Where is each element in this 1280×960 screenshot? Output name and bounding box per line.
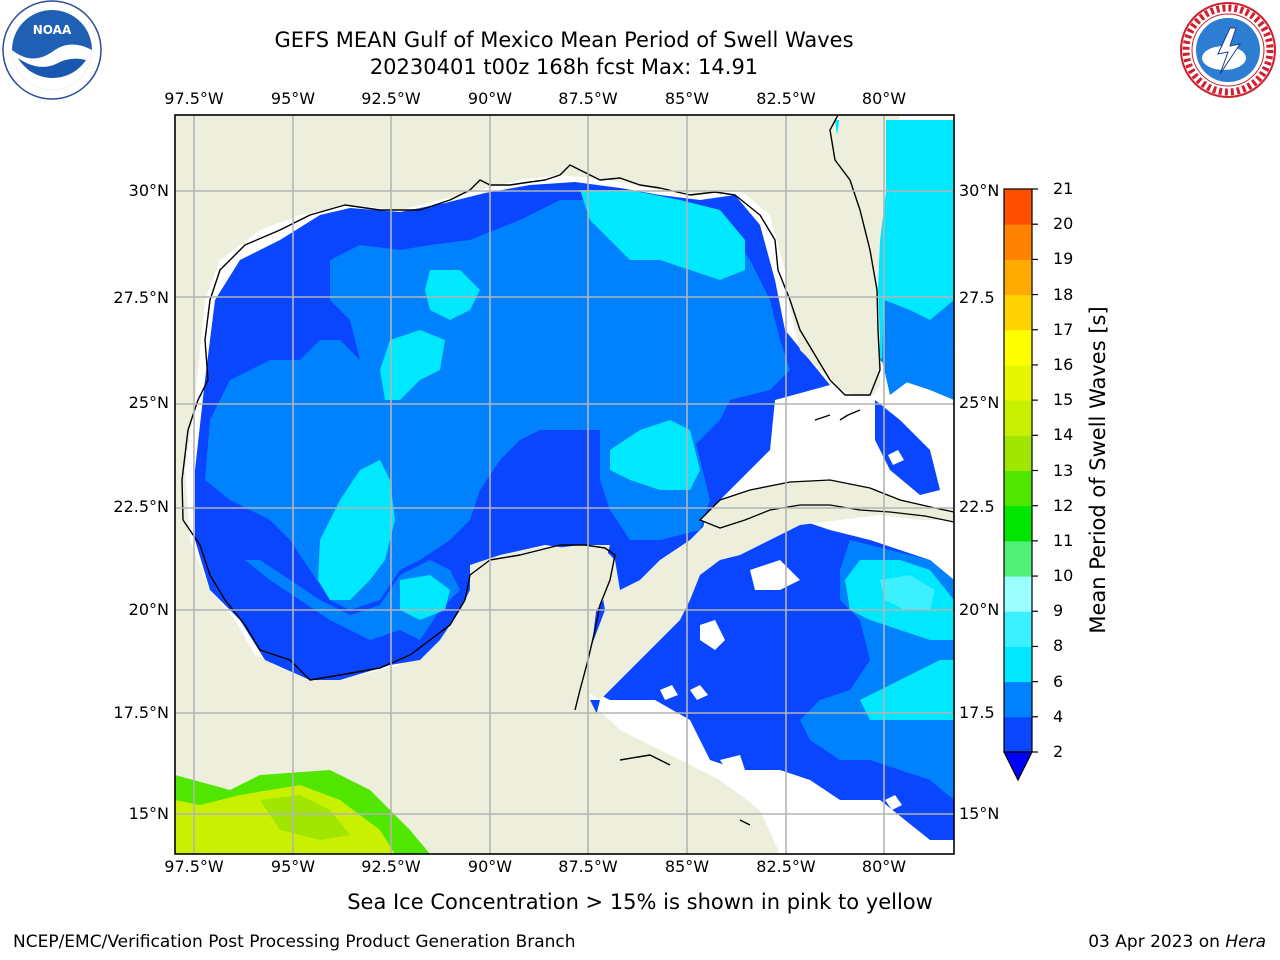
- lon-tick-bottom: 97.5°W: [164, 857, 224, 876]
- lon-tick-top: 87.5°W: [558, 89, 618, 108]
- colorbar-under-triangle: [1003, 751, 1033, 782]
- colorbar-band: [1004, 435, 1032, 471]
- colorbar-band: [1004, 364, 1032, 401]
- colorbar-tick-label: 21: [1053, 179, 1074, 198]
- lat-tick-right: 15°N: [959, 804, 1000, 823]
- lon-tick-top: 82.5°W: [756, 89, 816, 108]
- lat-tick-right: 22.5: [959, 497, 995, 516]
- lon-tick-bottom: 90°W: [467, 857, 513, 876]
- svg-text:NOAA: NOAA: [33, 23, 72, 37]
- lat-tick-left: 25°N: [128, 393, 169, 412]
- colorbar-band: [1004, 576, 1032, 612]
- lon-tick-bottom: 80°W: [861, 857, 907, 876]
- cuba-land: [698, 479, 954, 529]
- colorbar-tick-label: 17: [1053, 319, 1074, 339]
- colorbar-tick-label: 8: [1053, 636, 1064, 656]
- colorbar-tick-label: 14: [1053, 425, 1074, 445]
- nws-logo-icon: [1180, 2, 1276, 98]
- colorbar-tick-label: 11: [1053, 530, 1074, 550]
- colorbar-tick-label: 12: [1053, 495, 1074, 515]
- colorbar-band: [1004, 540, 1032, 577]
- colorbar-band: [1004, 505, 1032, 542]
- footer-date: 03 Apr 2023 on Hera: [1088, 932, 1266, 952]
- colorbar-band: [1004, 470, 1032, 507]
- colorbar-band: [1004, 681, 1032, 718]
- colorbar-tick-label: 20: [1053, 214, 1074, 234]
- lon-tick-top: 85°W: [664, 89, 710, 108]
- coastlines: [181, 115, 881, 826]
- colorbar-tick-label: 15: [1053, 390, 1074, 410]
- lon-tick-top: 80°W: [861, 89, 907, 108]
- footer-credit: NCEP/EMC/Verification Post Processing Pr…: [13, 932, 576, 952]
- map-title: GEFS MEAN Gulf of Mexico Mean Period of …: [274, 28, 854, 52]
- lon-tick-top: 95°W: [270, 89, 316, 108]
- colorbar-band: [1004, 329, 1032, 366]
- lat-tick-right: 20°N: [959, 600, 1000, 619]
- map-subtitle: 20230401 t00z 168h fcst Max: 14.91: [369, 55, 759, 79]
- colorbar-tick-label: 16: [1053, 354, 1074, 374]
- swell-band-6-8: [580, 190, 745, 280]
- colorbar-tick-label: 18: [1053, 284, 1074, 304]
- colorbar-tick-label: 9: [1053, 601, 1064, 621]
- colorbar-tick-label: 4: [1053, 706, 1064, 726]
- graticule: [175, 115, 954, 854]
- lat-tick-right: 30°N: [959, 181, 1000, 200]
- colorbar-tick-label: 10: [1053, 566, 1074, 586]
- colorbar-band: [1004, 189, 1032, 225]
- colorbar-tick-label: 19: [1053, 249, 1074, 269]
- footer-host: Hera: [1225, 932, 1266, 952]
- noaa-logo-icon: NOAA: [2, 0, 102, 100]
- lon-tick-top: 97.5°W: [164, 89, 224, 108]
- lon-tick-bottom: 87.5°W: [558, 857, 618, 876]
- lon-tick-top: 92.5°W: [361, 89, 421, 108]
- lat-tick-left: 30°N: [128, 181, 169, 200]
- colorbar-band: [1004, 646, 1032, 683]
- colorbar-tick-label: 13: [1053, 460, 1074, 480]
- lon-tick-bottom: 82.5°W: [756, 857, 816, 876]
- map-frame: [174, 114, 955, 855]
- colorbar-band: [1004, 716, 1032, 753]
- colorbar-title: Mean Period of Swell Waves [s]: [1086, 306, 1110, 634]
- colorbar-band: [1004, 611, 1032, 647]
- lon-tick-bottom: 85°W: [664, 857, 710, 876]
- caption-text: Sea Ice Concentration > 15% is shown in …: [347, 890, 933, 914]
- lat-tick-left: 17.5°N: [113, 703, 169, 722]
- lat-tick-right: 17.5: [959, 703, 995, 722]
- lat-tick-right: 25°N: [959, 393, 1000, 412]
- lon-tick-bottom: 95°W: [270, 857, 316, 876]
- colorbar-band: [1004, 294, 1032, 331]
- lat-tick-left: 15°N: [128, 804, 169, 823]
- colorbar: [1003, 188, 1038, 782]
- colorbar-band: [1004, 224, 1032, 260]
- lat-tick-left: 20°N: [128, 600, 169, 619]
- lon-tick-bottom: 92.5°W: [361, 857, 421, 876]
- florida-land: [760, 115, 954, 395]
- lat-tick-left: 22.5°N: [113, 497, 169, 516]
- colorbar-band: [1004, 400, 1032, 436]
- lat-tick-left: 27.5°N: [113, 288, 169, 307]
- lat-tick-right: 27.5: [959, 288, 995, 307]
- colorbar-band: [1004, 259, 1032, 296]
- colorbar-tick-label: 6: [1053, 671, 1064, 691]
- colorbar-tick-label: 2: [1053, 742, 1064, 761]
- lon-tick-top: 90°W: [467, 89, 513, 108]
